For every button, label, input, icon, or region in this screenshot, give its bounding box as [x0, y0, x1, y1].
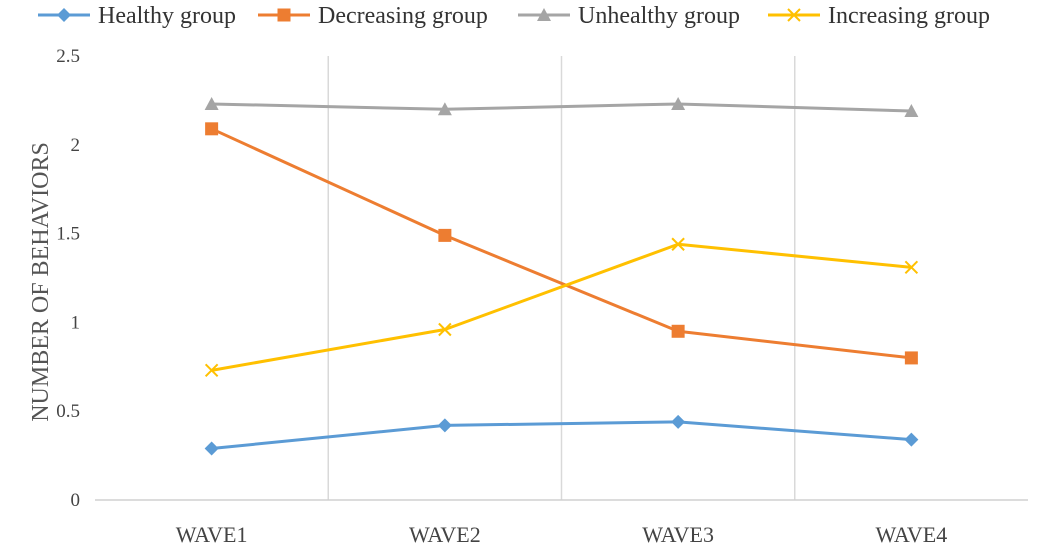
legend-marker — [537, 8, 551, 21]
series-increasing-group — [204, 237, 919, 378]
data-point-unhealthy-group — [204, 96, 219, 110]
series-line-healthy-group — [211, 420, 912, 450]
y-tick-label: 1 — [71, 312, 81, 333]
data-point-decreasing-group — [671, 324, 685, 338]
series-decreasing-group — [205, 122, 918, 365]
legend-marker — [787, 8, 801, 22]
legend-label: Decreasing group — [318, 3, 488, 29]
data-point-healthy-group — [904, 432, 919, 447]
gridlines — [327, 56, 796, 500]
y-tick-label: 1.5 — [56, 224, 80, 245]
data-point-healthy-group — [671, 414, 686, 429]
legend-item-unhealthy-group: Unhealthy group — [518, 3, 740, 29]
data-point-decreasing-group — [904, 351, 918, 365]
axes: 0 0.5 1 1.5 2 2.5 WAVE1 WAVE2 WAVE3 WAVE4 — [56, 46, 1028, 547]
data-point-unhealthy-group — [671, 96, 686, 110]
data-point-healthy-group — [437, 418, 452, 433]
series-layer — [204, 96, 919, 456]
series-unhealthy-group — [204, 96, 919, 118]
series-line-decreasing-group — [211, 127, 912, 360]
y-tick-label: 2.5 — [56, 46, 80, 67]
legend-marker — [57, 8, 71, 22]
y-tick-label: 2 — [71, 135, 81, 156]
legend-item-increasing-group: Increasing group — [768, 3, 990, 29]
data-point-unhealthy-group — [437, 102, 452, 116]
legend-item-decreasing-group: Decreasing group — [258, 3, 488, 29]
legend-label: Unhealthy group — [578, 3, 740, 29]
data-point-increasing-group — [904, 260, 919, 275]
legend-label: Increasing group — [828, 3, 990, 29]
legend-marker — [277, 8, 291, 22]
data-point-healthy-group — [204, 441, 219, 456]
y-tick-label: 0 — [71, 490, 81, 511]
series-line-unhealthy-group — [211, 102, 912, 113]
series-line-increasing-group — [211, 242, 912, 372]
data-point-increasing-group — [204, 363, 219, 378]
x-tick-label: WAVE4 — [876, 522, 948, 547]
data-point-increasing-group — [671, 237, 685, 251]
data-point-unhealthy-group — [904, 104, 919, 118]
data-point-increasing-group — [438, 322, 452, 337]
legend: Healthy group Decreasing group Unhealthy g… — [38, 3, 990, 29]
series-healthy-group — [204, 414, 919, 456]
x-tick-label: WAVE1 — [176, 522, 248, 547]
data-point-decreasing-group — [438, 228, 452, 242]
legend-label: Healthy group — [98, 3, 236, 29]
x-tick-label: WAVE3 — [642, 522, 714, 547]
data-point-decreasing-group — [205, 122, 219, 136]
legend-item-healthy-group: Healthy group — [38, 3, 236, 29]
y-tick-label: 0.5 — [56, 401, 80, 422]
x-tick-label: WAVE2 — [409, 522, 481, 547]
y-axis-label: NUMBER OF BEHAVIORS — [28, 142, 54, 422]
